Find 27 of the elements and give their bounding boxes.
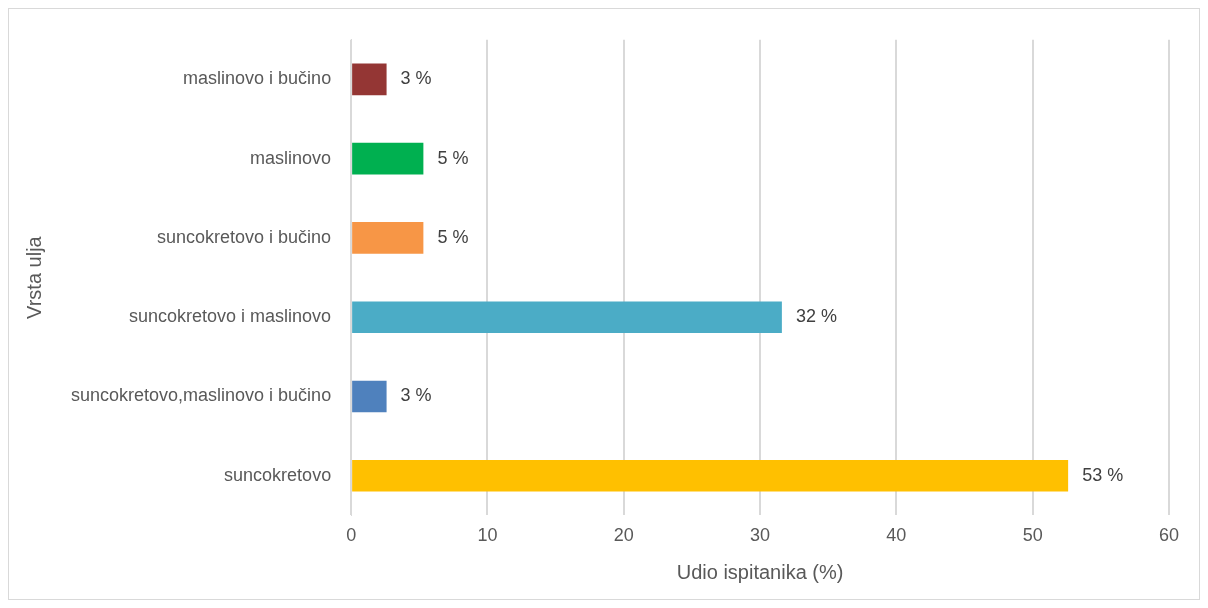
y-tick-label: suncokretovo,maslinovo i bučino	[71, 385, 332, 406]
x-tick-label: 60	[1158, 525, 1180, 546]
data-label: 5 %	[437, 226, 469, 247]
bar	[352, 459, 1069, 492]
x-tick-label: 30	[750, 525, 771, 546]
bar	[352, 301, 782, 334]
x-tick-label: 0	[346, 525, 357, 546]
data-label: 3 %	[400, 385, 432, 406]
x-axis-title: Udio ispitanika (%)	[676, 560, 844, 583]
bar	[352, 142, 424, 175]
data-label: 5 %	[437, 147, 469, 168]
y-tick-label: suncokretovo i bučino	[157, 226, 332, 247]
bar	[352, 222, 424, 254]
data-label: 3 %	[400, 68, 432, 89]
bar	[352, 380, 387, 413]
y-tick-label: maslinovo i bučino	[183, 68, 332, 89]
x-tick-label: 20	[613, 525, 634, 546]
y-tick-label: suncokretovo	[224, 464, 332, 485]
bar	[352, 63, 387, 96]
data-label: 32 %	[795, 306, 837, 327]
x-tick-label: 50	[1022, 525, 1043, 546]
y-axis-title: Vrsta ulja	[22, 235, 45, 319]
y-tick-label: maslinovo	[250, 147, 332, 168]
x-tick-label: 40	[886, 525, 907, 546]
data-label: 53 %	[1082, 464, 1124, 485]
x-tick-label: 10	[477, 525, 498, 546]
y-tick-label: suncokretovo i maslinovo	[129, 306, 332, 327]
